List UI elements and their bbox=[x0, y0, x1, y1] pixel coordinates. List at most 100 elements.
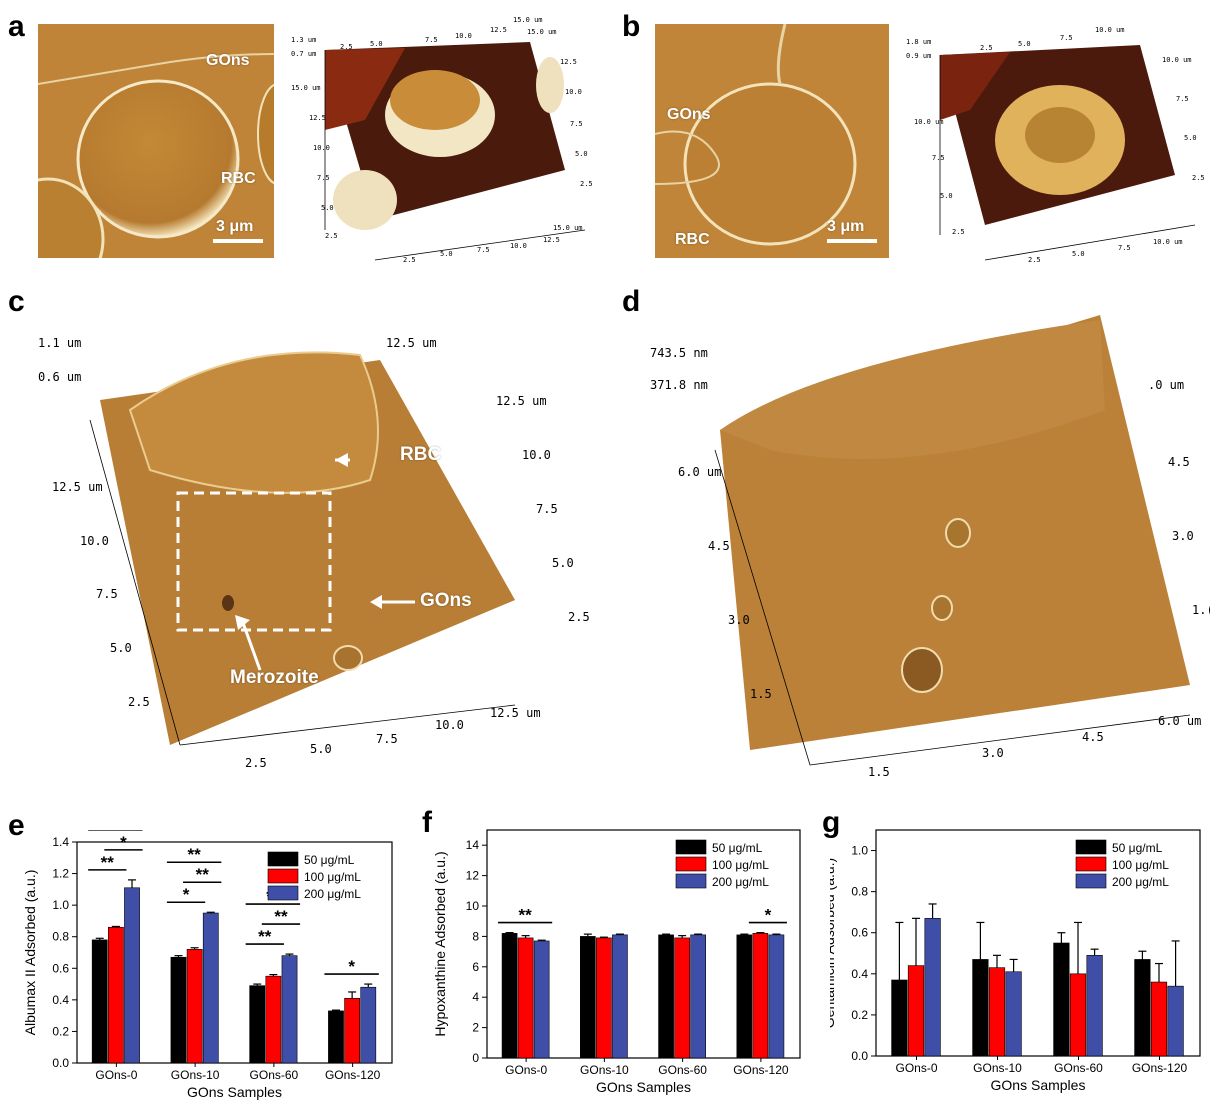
bar bbox=[124, 887, 140, 1064]
y-tick-label: 0.0 bbox=[851, 1049, 868, 1063]
y-tick-label: 1.0 bbox=[851, 844, 868, 858]
afm-image-b-2d: GOns RBC 3 μm bbox=[655, 24, 889, 258]
y-tick-a-3: 10.0 bbox=[313, 144, 330, 152]
significance-label: * bbox=[765, 906, 772, 925]
afm-image-b-3d: 1.8 um 0.9 um 10.0 um 7.5 5.0 2.5 2.5 5.… bbox=[900, 10, 1210, 265]
legend-label: 50 μg/mL bbox=[304, 853, 355, 867]
annotation-merozoite-c: Merozoite bbox=[230, 667, 319, 688]
y-tick-label: 0 bbox=[472, 1051, 479, 1065]
bar bbox=[249, 985, 266, 1064]
bar bbox=[924, 918, 941, 1057]
panel-label-c: c bbox=[8, 285, 25, 318]
significance-label: ** bbox=[101, 853, 115, 872]
right-tick-b-3: 5.0 bbox=[1184, 134, 1197, 142]
bar bbox=[360, 986, 377, 1064]
right-tick-c-1: 12.5 um bbox=[386, 336, 437, 350]
top-tick-a-5: 12.5 bbox=[490, 26, 507, 34]
significance-label: ** bbox=[258, 927, 272, 946]
bar bbox=[752, 933, 769, 1059]
right-tick-b-2: 7.5 bbox=[1176, 95, 1189, 103]
bar bbox=[1053, 942, 1070, 1057]
bar-chart-albumax: 0.0 0.2 0.4 0.6 0.8 1.0 1.2 1.4 GOns-0 GOns-10 GOn… bbox=[22, 830, 393, 1100]
afm-image-c-3d: RBC GOns Merozoite 1.1 um 0.6 um 12.5 um… bbox=[30, 300, 600, 790]
bar bbox=[1069, 973, 1087, 1057]
right-tick-a-1: 15.0 um bbox=[527, 28, 557, 36]
annotation-gons-a: GOns bbox=[206, 52, 250, 69]
panel-label-e: e bbox=[8, 809, 25, 842]
x-tick-b-4: 10.0 um bbox=[1153, 238, 1183, 246]
y-tick-b-1: 10.0 um bbox=[914, 118, 944, 126]
legend-label: 200 μg/mL bbox=[1112, 875, 1169, 889]
afm-image-d-3d: 743.5 nm 371.8 nm 6.0 um 4.5 3.0 1.5 1.5… bbox=[620, 300, 1210, 790]
top-tick-b-2: 5.0 bbox=[1018, 40, 1031, 48]
annotation-gons-c: GOns bbox=[420, 590, 472, 611]
x-tick-label: GOns-60 bbox=[658, 1063, 707, 1077]
legend-label: 100 μg/mL bbox=[304, 870, 361, 884]
annotation-rbc-c: RBC bbox=[400, 444, 442, 465]
y-tick-a-2: 12.5 bbox=[309, 114, 326, 122]
rbc-topography-b bbox=[655, 24, 889, 258]
plot-frame bbox=[875, 829, 1201, 1057]
z-tick-c-2: 0.6 um bbox=[38, 370, 82, 384]
y-tick-d-3: 3.0 bbox=[728, 613, 750, 627]
top-tick-a-4: 10.0 bbox=[455, 32, 472, 40]
scale-bar-label-b: 3 μm bbox=[827, 218, 865, 235]
right-tick-a-2: 12.5 bbox=[560, 58, 577, 66]
x-tick-label: GOns-60 bbox=[250, 1068, 299, 1082]
x-tick-d-4: 6.0 um bbox=[1158, 714, 1202, 728]
y-tick-a-5: 5.0 bbox=[321, 204, 334, 212]
x-tick-a-5: 12.5 bbox=[543, 236, 560, 244]
legend-label: 200 μg/mL bbox=[712, 875, 769, 889]
y-tick-a-4: 7.5 bbox=[317, 174, 330, 182]
bar bbox=[501, 933, 518, 1059]
significance-label: ** bbox=[188, 845, 202, 864]
bar bbox=[596, 937, 612, 1059]
significance-label: * bbox=[120, 833, 127, 852]
bar bbox=[988, 967, 1006, 1057]
right-tick-c-6: 2.5 bbox=[568, 610, 590, 624]
x-axis-title: GOns Samples bbox=[187, 1084, 282, 1100]
right-tick-a-5: 5.0 bbox=[575, 150, 588, 158]
y-tick-label: 0.2 bbox=[851, 1008, 868, 1022]
y-axis-title: Albumax II Adsorbed (a.u.) bbox=[22, 870, 38, 1036]
rbc-topography-a bbox=[38, 24, 274, 258]
x-tick-b-2: 5.0 bbox=[1072, 250, 1085, 258]
panel-label-f: f bbox=[422, 806, 432, 839]
x-tick-label: GOns-60 bbox=[1054, 1061, 1103, 1075]
top-tick-b-3: 7.5 bbox=[1060, 34, 1073, 42]
bar bbox=[328, 1010, 344, 1064]
y-tick-label: 14 bbox=[466, 838, 480, 852]
x-tick-a-3: 7.5 bbox=[477, 246, 490, 254]
top-tick-a-3: 7.5 bbox=[425, 36, 438, 44]
x-tick-label: GOns-0 bbox=[505, 1063, 547, 1077]
right-tick-d-4: 1.( bbox=[1192, 603, 1210, 617]
panel-label-g: g bbox=[822, 806, 841, 839]
y-tick-label: 0.4 bbox=[851, 967, 868, 981]
y-axis-title: Gentamicin Adsorbed (a.u.) bbox=[830, 858, 837, 1028]
x-tick-c-5: 12.5 um bbox=[490, 706, 541, 720]
legend-swatch bbox=[267, 868, 299, 884]
y-tick-label: 0.2 bbox=[52, 1024, 69, 1038]
panel-label-a: a bbox=[8, 10, 25, 43]
top-tick-a-6: 15.0 um bbox=[513, 16, 543, 24]
y-tick-b-4: 2.5 bbox=[952, 228, 965, 236]
bar bbox=[533, 940, 550, 1059]
legend-swatch bbox=[675, 856, 707, 872]
y-tick-label: 1.0 bbox=[52, 898, 69, 912]
bar bbox=[736, 934, 753, 1059]
bar bbox=[1150, 981, 1168, 1057]
y-tick-label: 0.8 bbox=[52, 930, 69, 944]
y-tick-label: 1.4 bbox=[52, 835, 69, 849]
z-tick-a-2: 0.7 um bbox=[291, 50, 317, 58]
x-tick-d-2: 3.0 bbox=[982, 746, 1004, 760]
y-tick-c-1: 12.5 um bbox=[52, 480, 103, 494]
z-tick-b-1: 1.8 um bbox=[906, 38, 932, 46]
bar bbox=[265, 975, 282, 1064]
legend-swatch bbox=[675, 873, 707, 889]
panel-label-b: b bbox=[622, 10, 641, 43]
top-tick-b-4: 10.0 um bbox=[1095, 26, 1125, 34]
right-tick-b-4: 2.5 bbox=[1192, 174, 1205, 182]
y-tick-c-5: 2.5 bbox=[128, 695, 150, 709]
y-tick-label: 0.0 bbox=[52, 1056, 69, 1070]
bar bbox=[170, 956, 187, 1064]
